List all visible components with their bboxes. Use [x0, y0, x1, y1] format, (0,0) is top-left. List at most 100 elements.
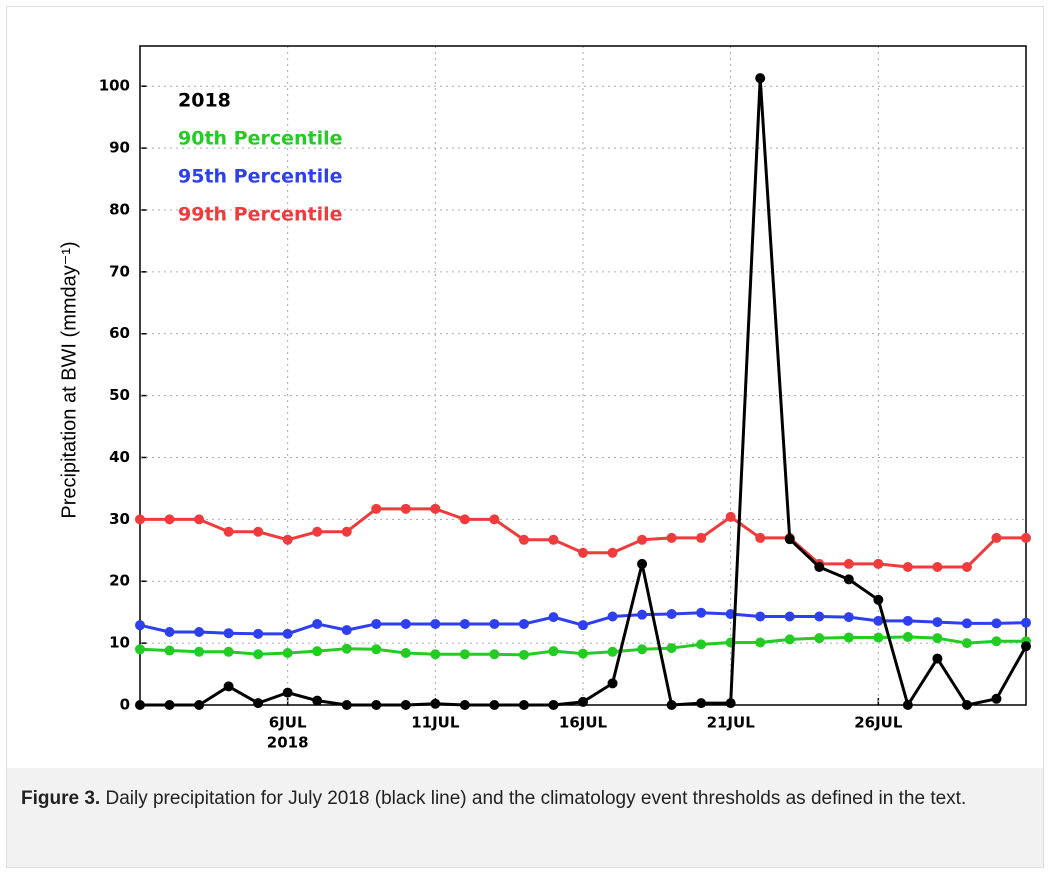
series-marker — [341, 643, 352, 654]
series-marker — [696, 639, 707, 650]
series-marker — [282, 534, 293, 545]
series-marker — [135, 644, 145, 655]
series-marker — [518, 700, 529, 710]
x-tick-label: 6JUL — [269, 714, 307, 732]
series-marker — [312, 646, 323, 657]
series-marker — [961, 618, 972, 629]
series-marker — [784, 534, 795, 545]
series-marker — [489, 700, 500, 710]
series-marker — [784, 611, 795, 622]
series-marker — [459, 618, 470, 629]
chart: Precipitation at BWI (mmday⁻¹) 0 10 20 30 40… — [58, 45, 1031, 752]
series-marker — [253, 526, 264, 537]
series-marker — [637, 558, 648, 569]
series-marker — [459, 700, 470, 710]
series-marker — [371, 503, 382, 514]
caption-label: Figure 3. — [21, 788, 101, 809]
series-marker — [459, 649, 470, 660]
series-marker — [312, 526, 323, 537]
y-tick-label: 50 — [109, 386, 130, 404]
series-marker — [548, 612, 559, 623]
series-line — [140, 507, 1026, 569]
y-tick-label: 80 — [109, 200, 130, 218]
series-marker — [164, 700, 175, 710]
series-marker — [637, 534, 648, 545]
y-tick-label: 90 — [109, 139, 130, 157]
legend-entry: 99th Percentile — [178, 204, 343, 226]
series-marker — [548, 646, 559, 657]
series-marker — [194, 700, 205, 710]
x-tick-label: 21JUL — [707, 714, 756, 732]
series-marker — [578, 620, 588, 631]
series-marker — [164, 645, 175, 656]
series-marker — [253, 628, 264, 639]
series-marker — [282, 628, 293, 639]
series-marker — [164, 514, 175, 525]
y-tick-label: 30 — [109, 510, 130, 528]
series-marker — [489, 618, 500, 629]
series-marker — [223, 681, 234, 692]
series-marker — [991, 532, 1002, 543]
series-marker — [578, 547, 588, 558]
legend-entry: 95th Percentile — [178, 166, 343, 188]
series-marker — [223, 646, 234, 657]
series-marker — [755, 73, 766, 84]
series-marker — [1021, 641, 1031, 652]
series-marker — [814, 611, 825, 622]
series-marker — [312, 618, 323, 629]
series-marker — [666, 609, 677, 620]
series-marker — [902, 631, 913, 642]
series-marker — [459, 514, 470, 525]
x-tick-label: 11JUL — [411, 714, 460, 732]
series-marker — [961, 638, 972, 649]
series-marker — [902, 615, 913, 626]
series-marker — [135, 514, 145, 525]
caption: Figure 3. Daily precipitation for July 2… — [7, 768, 1043, 867]
caption-text: Daily precipitation for July 2018 (black… — [100, 788, 967, 809]
series-marker — [135, 700, 145, 710]
series-marker — [341, 625, 352, 636]
series-marker — [341, 526, 352, 537]
series-marker — [371, 618, 382, 629]
series-marker — [371, 644, 382, 655]
series-marker — [873, 594, 884, 605]
series-marker — [341, 700, 352, 710]
legend-entry: 90th Percentile — [178, 128, 343, 150]
series-marker — [991, 693, 1002, 704]
series-marker — [607, 646, 618, 657]
series-marker — [607, 547, 618, 558]
series-marker — [784, 634, 795, 645]
series-marker — [253, 649, 264, 660]
series-marker — [843, 612, 854, 623]
series-marker — [607, 678, 618, 689]
series-marker — [400, 503, 411, 514]
legend-entry: 2018 — [178, 90, 231, 112]
series-marker — [902, 562, 913, 573]
series-marker — [518, 649, 529, 660]
series-marker — [223, 526, 234, 537]
figure-frame — [6, 6, 1044, 868]
series-marker — [400, 618, 411, 629]
series-marker — [725, 609, 736, 620]
series-marker — [932, 653, 943, 664]
y-tick-label: 60 — [109, 324, 130, 342]
series-marker — [873, 615, 884, 626]
series-marker — [548, 700, 559, 710]
series-marker — [873, 632, 884, 643]
x-year-label: 2018 — [267, 734, 309, 752]
series-marker — [814, 562, 825, 573]
series-marker — [902, 700, 913, 710]
series-marker — [518, 534, 529, 545]
series-marker — [430, 503, 441, 514]
series-marker — [843, 574, 854, 585]
series-marker — [282, 687, 293, 698]
series-marker — [194, 626, 205, 637]
series-marker — [400, 700, 411, 710]
series-marker — [194, 646, 205, 657]
series-marker — [607, 611, 618, 622]
y-tick-label: 0 — [120, 696, 130, 714]
series-marker — [932, 617, 943, 628]
series-marker — [194, 514, 205, 525]
series-marker — [1021, 617, 1031, 628]
series-marker — [755, 611, 766, 622]
